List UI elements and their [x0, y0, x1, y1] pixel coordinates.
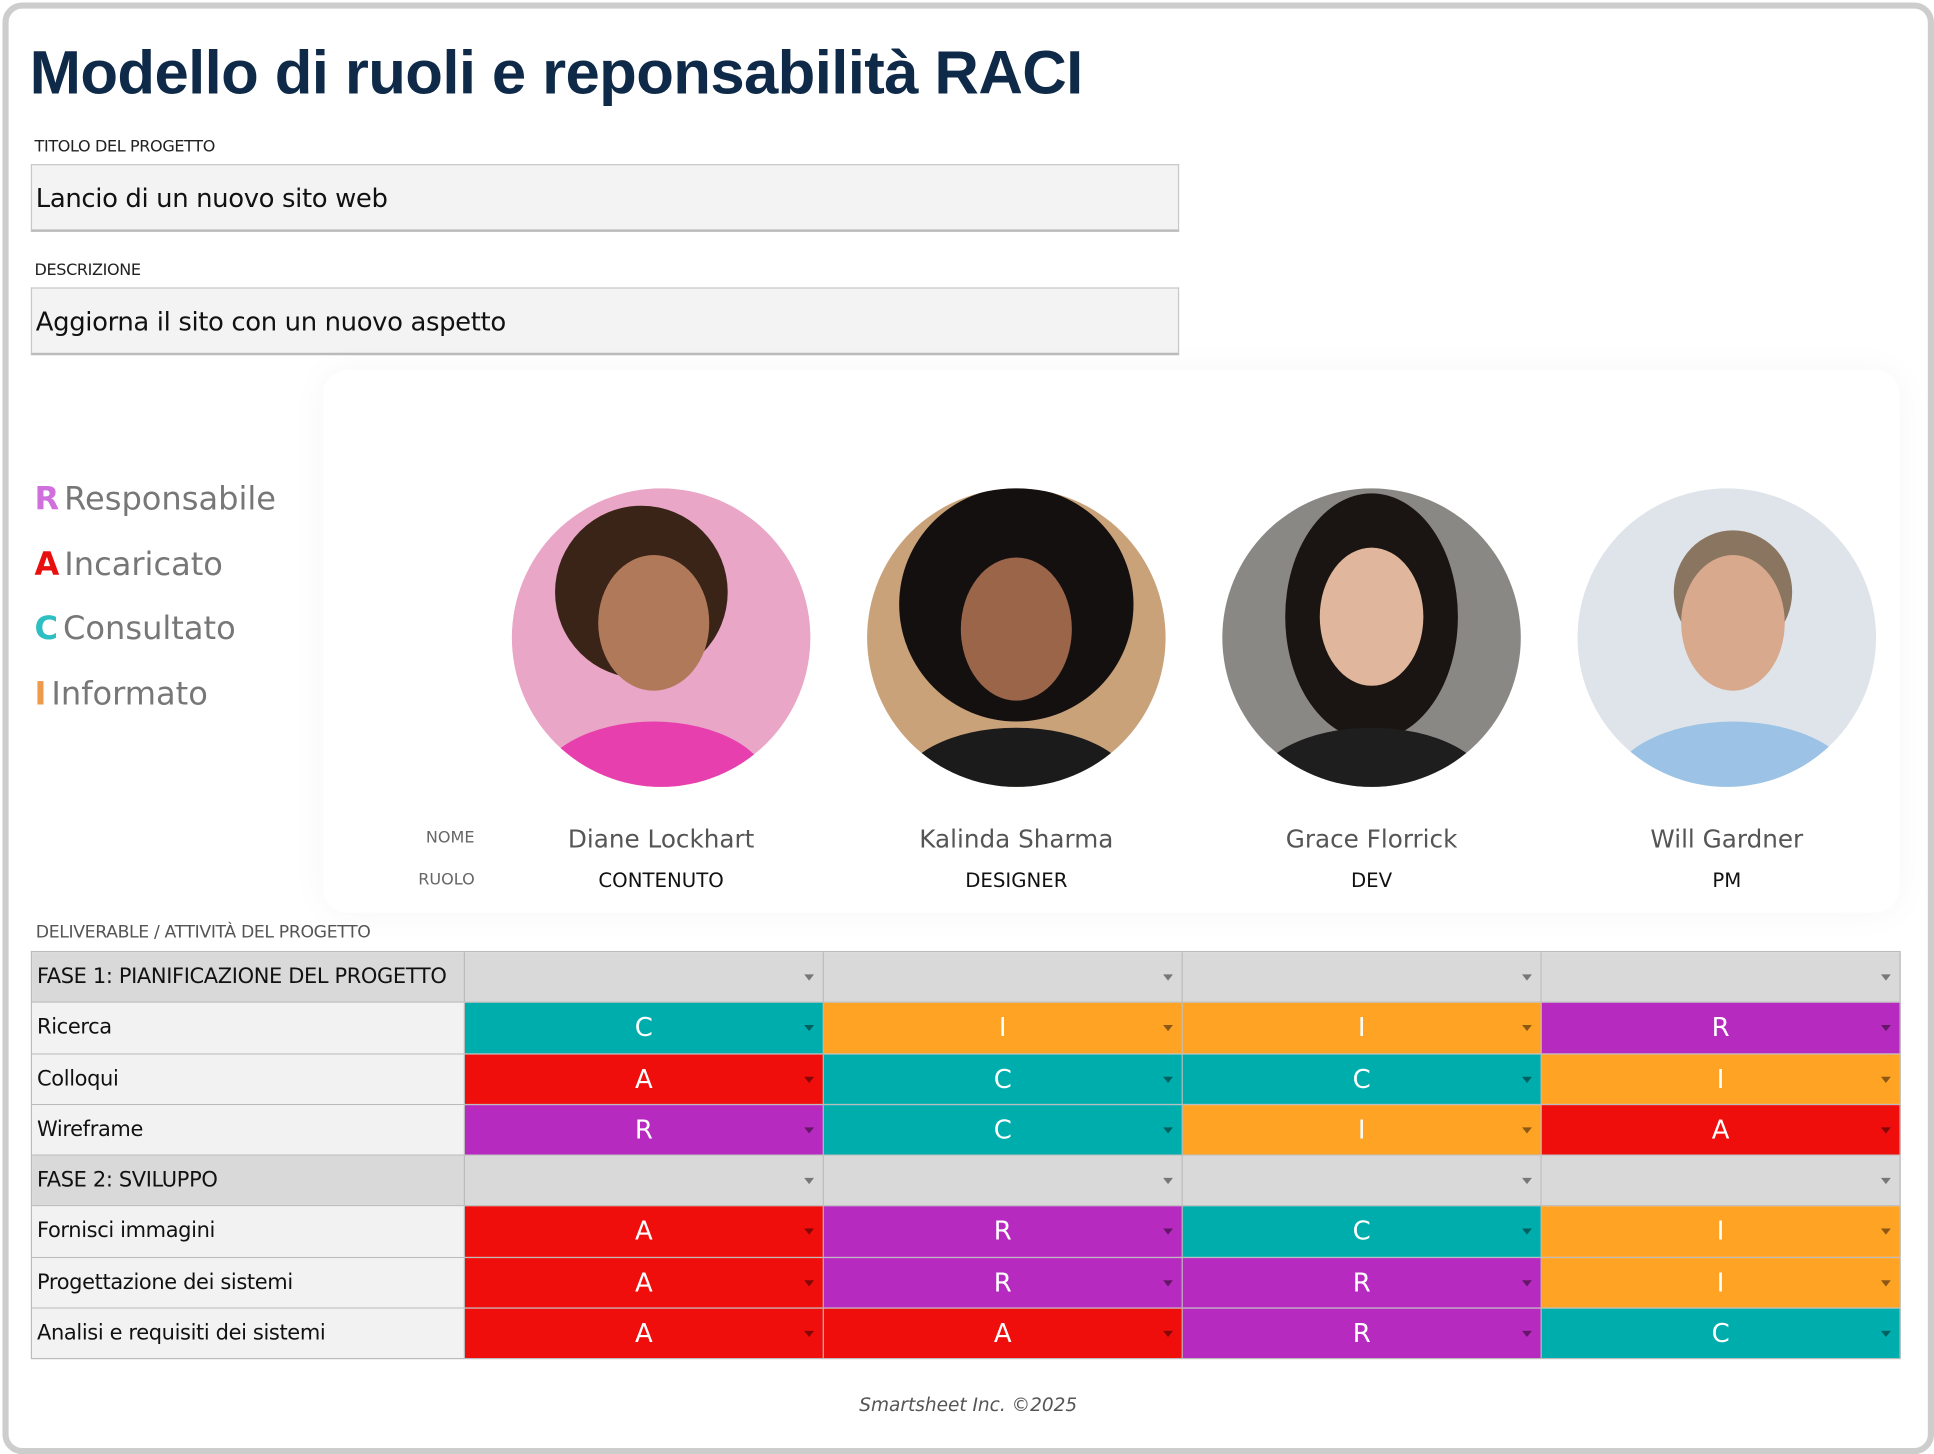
raci-cell[interactable]: A: [464, 1054, 824, 1104]
person-role: PM: [1712, 868, 1742, 892]
task-label: Progettazione dei sistemi: [32, 1257, 465, 1308]
raci-cell[interactable]: C: [823, 1105, 1183, 1155]
legend-text: Consultato: [63, 610, 236, 648]
raci-cell[interactable]: C: [1541, 1308, 1901, 1359]
description[interactable]: Aggiorna il sito con un nuovo aspetto: [30, 287, 1180, 356]
person-role: CONTENUTO: [598, 868, 724, 892]
raci-cell[interactable]: C: [1182, 1054, 1542, 1104]
task-row: Wireframe R C I A: [32, 1105, 1901, 1156]
phase-label: FASE 1: PIANIFICAZIONE DEL PROGETTO: [32, 952, 465, 1002]
cell[interactable]: [464, 1155, 824, 1206]
cell[interactable]: [823, 952, 1183, 1002]
raci-cell[interactable]: R: [823, 1257, 1183, 1308]
table-header: DELIVERABLE / ATTIVITÀ DEL PROGETTO: [35, 922, 371, 943]
legend-item: A Incaricato: [35, 546, 223, 583]
raci-cell[interactable]: R: [464, 1105, 824, 1155]
cell[interactable]: [464, 952, 824, 1002]
cell[interactable]: [1541, 1155, 1901, 1206]
field-label: TITOLO DEL PROGETTO: [34, 138, 216, 157]
legend-item: R Responsabile: [35, 481, 276, 518]
raci-cell[interactable]: I: [823, 1003, 1183, 1053]
cell[interactable]: [823, 1155, 1183, 1206]
raci-cell[interactable]: I: [1182, 1003, 1542, 1053]
task-label: Analisi e requisiti dei sistemi: [32, 1308, 465, 1359]
photos: [511, 488, 1877, 787]
legend-letter: A: [34, 545, 60, 583]
task-row: Colloqui A C C I: [32, 1054, 1901, 1106]
avatar: [1222, 488, 1521, 787]
raci-cell[interactable]: I: [1541, 1206, 1901, 1257]
task-row: Progettazione dei sistemi A R R I: [32, 1257, 1901, 1309]
legend-item: C Consultato: [35, 611, 236, 648]
name-label: NOME: [425, 828, 475, 848]
raci-cell[interactable]: A: [823, 1308, 1183, 1359]
legend-text: Responsabile: [64, 481, 277, 519]
raci-cell[interactable]: A: [464, 1257, 824, 1308]
phase-label: FASE 2: SVILUPPO: [32, 1155, 465, 1206]
raci-cell[interactable]: R: [823, 1206, 1183, 1257]
raci-cell[interactable]: C: [1182, 1206, 1542, 1257]
legend-letter: C: [34, 610, 59, 648]
cell[interactable]: [1541, 952, 1901, 1002]
phase-row: FASE 1: PIANIFICAZIONE DEL PROGETTO: [32, 952, 1901, 1004]
raci-cell[interactable]: A: [1541, 1105, 1901, 1155]
raci-cell[interactable]: R: [1182, 1308, 1542, 1359]
raci-cell[interactable]: I: [1541, 1257, 1901, 1308]
person-role: DEV: [1350, 868, 1393, 892]
task-row: Analisi e requisiti dei sistemi A A R C: [32, 1308, 1901, 1360]
role-label: RUOLO: [418, 870, 475, 890]
raci-cell[interactable]: R: [1182, 1257, 1542, 1308]
raci-table: FASE 1: PIANIFICAZIONE DEL PROGETTO Ricer…: [30, 950, 1901, 1360]
person-name: Diane Lockhart: [567, 823, 755, 854]
project-title[interactable]: Lancio di un nuovo sito web: [30, 164, 1180, 232]
legend-letter: I: [34, 675, 47, 713]
task-row: Fornisci immagini A R C I: [32, 1206, 1901, 1258]
person-name: Kalinda Sharma: [919, 823, 1114, 854]
raci-cell[interactable]: R: [1541, 1003, 1901, 1053]
cell[interactable]: [1182, 1155, 1542, 1206]
raci-cell[interactable]: A: [464, 1206, 824, 1257]
field-label: DESCRIZIONE: [34, 261, 141, 280]
task-label: Wireframe: [32, 1105, 465, 1155]
raci-cell[interactable]: C: [823, 1054, 1183, 1104]
person-name: Will Gardner: [1650, 823, 1804, 854]
phase-row: FASE 2: SVILUPPO: [32, 1155, 1901, 1207]
raci-cell[interactable]: A: [464, 1308, 824, 1359]
legend-text: Incaricato: [64, 545, 223, 583]
avatar: [867, 488, 1166, 787]
cell[interactable]: [1182, 952, 1542, 1002]
avatar: [1577, 488, 1877, 787]
raci-cell[interactable]: C: [464, 1003, 824, 1053]
raci-cell[interactable]: I: [1182, 1105, 1542, 1155]
title: Modello di ruoli e reponsabilità RACI: [29, 38, 1084, 108]
task-row: Ricerca C I I R: [32, 1003, 1901, 1055]
footer: Smartsheet Inc. ©2025: [859, 1393, 1078, 1416]
raci-cell[interactable]: I: [1541, 1054, 1901, 1104]
task-label: Colloqui: [32, 1054, 465, 1104]
person-role: DESIGNER: [965, 868, 1068, 892]
task-label: Ricerca: [32, 1003, 465, 1053]
task-label: Fornisci immagini: [32, 1206, 465, 1257]
legend-text: Informato: [51, 675, 208, 713]
avatar: [511, 488, 811, 787]
legend-item: I Informato: [35, 675, 208, 712]
legend-letter: R: [34, 481, 60, 519]
person-name: Grace Florrick: [1285, 823, 1458, 854]
